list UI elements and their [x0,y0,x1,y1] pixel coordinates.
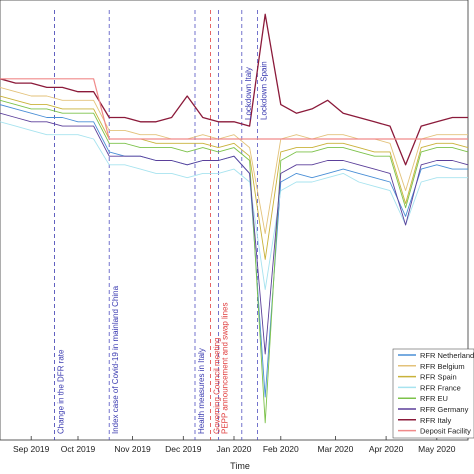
series-line [0,99,469,424]
x-axis: Sep 2019 Oct 2019 Nov 2019 Dec 2019 Jan 2020… [13,436,456,454]
series-line [0,13,468,166]
series-line [0,86,468,235]
series-line [0,78,468,140]
event-label: Lockdown Spain [259,61,268,120]
legend-entry: RFR France [420,383,461,392]
x-tick-label: May 2020 [418,444,456,454]
legend-entry: RFR Germany [420,405,469,414]
series-lines [0,13,469,424]
series-line [0,112,469,355]
x-tick-label: Apr 2020 [369,444,404,454]
series-line [0,95,469,260]
event-label: Health measures in Italy [197,348,206,434]
event-annotations: Change in the DFR rate Index case of Covi… [57,61,269,434]
legend-entry: RFR Netherlands [420,351,474,360]
x-axis-label: Time [230,461,250,471]
x-tick-label: Dec 2019 [165,444,202,454]
plot-area: Change in the DFR rate Index case of Covi… [0,0,469,441]
legend-box [392,348,474,439]
event-label: Lockdown Italy [244,67,253,120]
legend-entry: Deposit Facility [420,427,471,436]
x-tick-label: Feb 2020 [263,444,299,454]
event-lines [54,10,258,440]
event-label: PEPP announcement and swap lines [220,303,229,435]
series-line [0,121,468,290]
legend-entry: RFR Italy [420,416,452,425]
event-label: Index case of Covid-19 in mainland China [111,285,120,434]
legend-entry: RFR Belgium [420,362,465,371]
x-tick-label: Jan 2020 [217,444,252,454]
event-label: Governing Council meeting [213,338,222,435]
event-label: Change in the DFR rate [57,349,66,434]
x-tick-label: Oct 2019 [61,444,96,454]
x-tick-label: Mar 2020 [317,444,353,454]
x-tick-label: Sep 2019 [13,444,50,454]
x-tick-label: Nov 2019 [114,444,151,454]
legend-entry: RFR Spain [420,373,457,382]
legend-entry: RFR EU [420,394,448,403]
